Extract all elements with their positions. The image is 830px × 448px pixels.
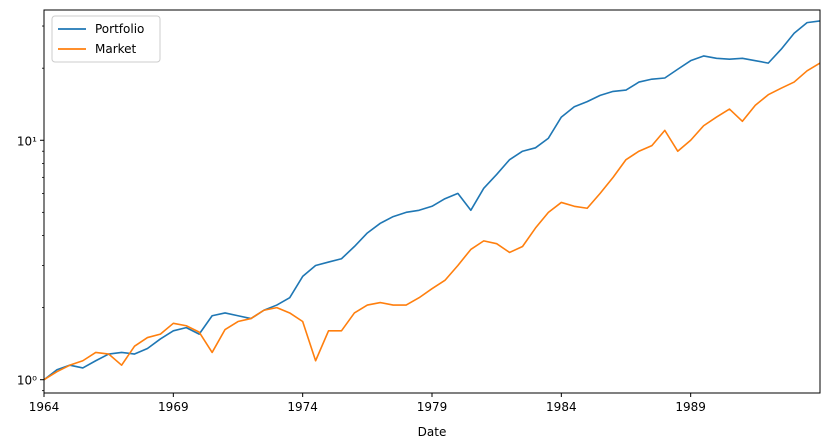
legend-box	[51, 15, 161, 63]
series-line-portfolio	[43, 20, 821, 381]
series-line-market	[43, 62, 821, 381]
x-tick-label: 1979	[417, 400, 448, 414]
plot-frame	[43, 9, 821, 394]
y-axis: 10⁰ 10¹	[17, 25, 44, 392]
x-tick-label: 1969	[158, 400, 189, 414]
x-tick-label: 1989	[675, 400, 706, 414]
x-tick-label: 1984	[546, 400, 577, 414]
x-axis-label: Date	[418, 425, 447, 439]
legend-label-portfolio: Portfolio	[95, 22, 144, 36]
x-tick-label: 1974	[287, 400, 318, 414]
y-tick-label: 10⁰	[17, 374, 37, 388]
x-axis: 1964 1969 1974 1979 1984 1989	[29, 393, 706, 414]
legend-label-market: Market	[95, 42, 137, 56]
series-layer	[43, 20, 821, 381]
legend: Portfolio Market	[51, 15, 161, 63]
x-tick-label: 1964	[29, 400, 60, 414]
y-tick-label: 10¹	[17, 134, 37, 148]
